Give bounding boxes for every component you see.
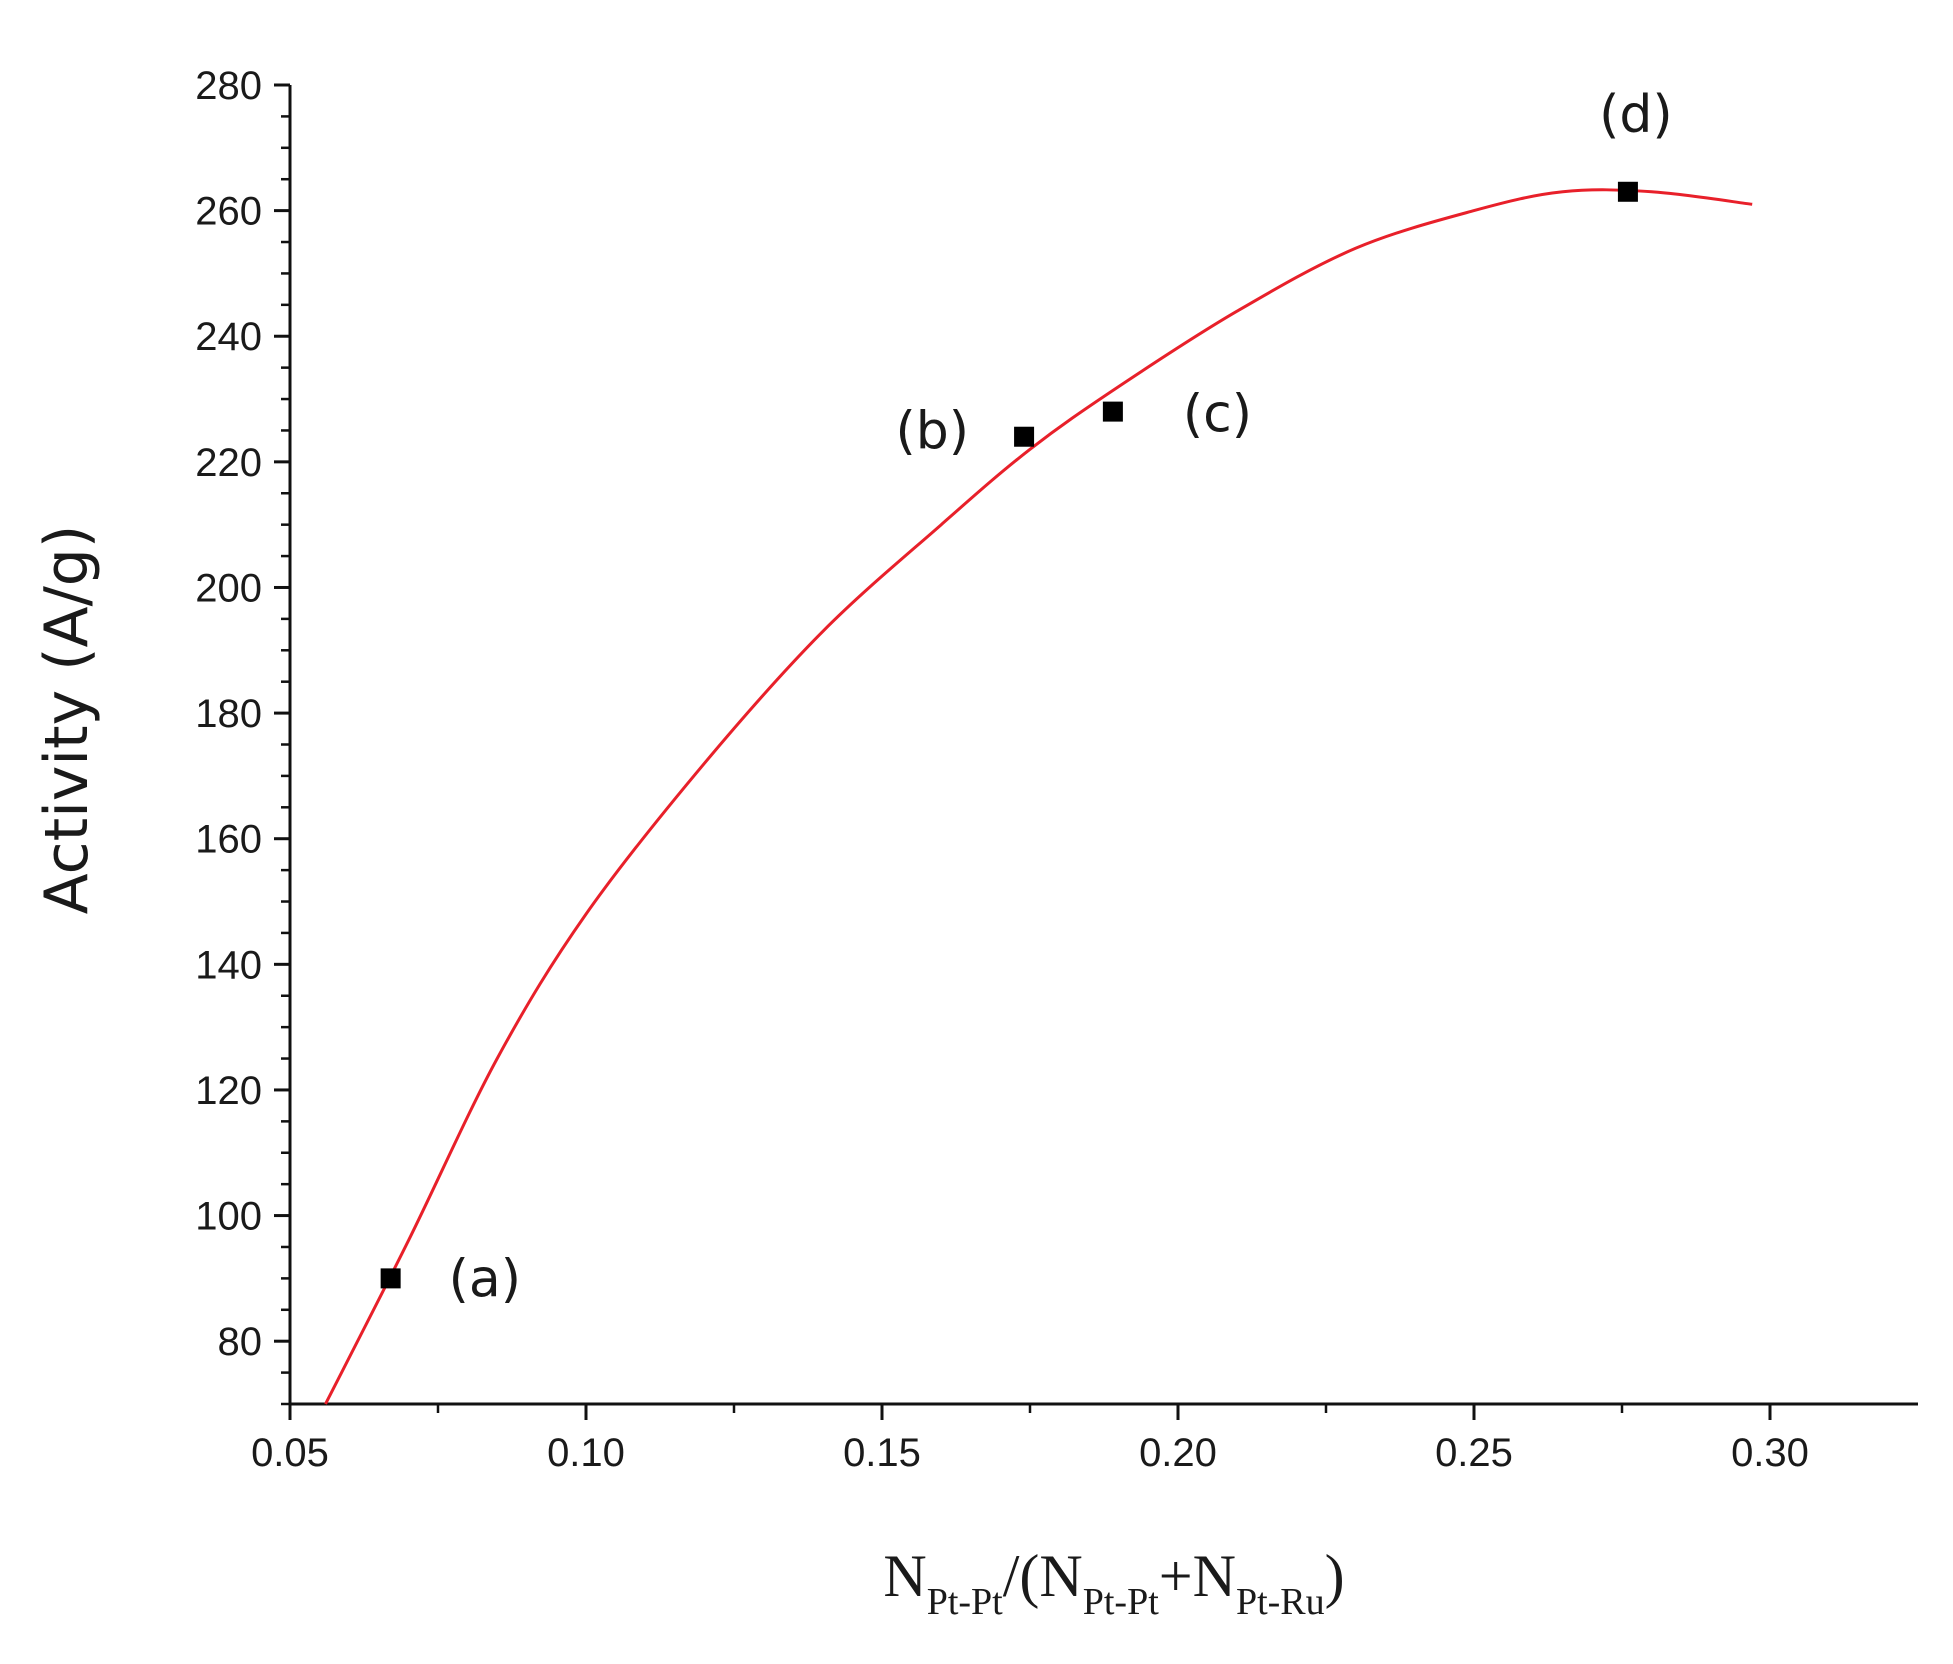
x-tick-label: 0.20 bbox=[1139, 1431, 1217, 1475]
y-tick-label: 260 bbox=[195, 190, 262, 234]
axes: 0.05 0.10 0.15 0.20 0.25 0.30 80 100 120 140 160 18… bbox=[195, 64, 1918, 1475]
x-axis-label-part: N bbox=[883, 1543, 926, 1609]
x-axis-label-subscript: Pt-Pt bbox=[927, 1581, 1003, 1623]
y-tick-label: 200 bbox=[195, 566, 262, 610]
x-tick-label: 0.05 bbox=[251, 1431, 329, 1475]
data-points-layer bbox=[380, 181, 1638, 1289]
x-tick-label: 0.25 bbox=[1435, 1431, 1513, 1475]
x-axis-label-part: ) bbox=[1325, 1543, 1345, 1609]
y-tick-label: 140 bbox=[195, 943, 262, 987]
x-axis-label-subscript: Pt-Pt bbox=[1083, 1581, 1159, 1623]
y-tick-label: 100 bbox=[195, 1195, 262, 1239]
data-point-label: (d) bbox=[1599, 85, 1673, 145]
data-point bbox=[380, 1268, 401, 1289]
data-point bbox=[1014, 426, 1035, 447]
x-tick-label: 0.30 bbox=[1731, 1431, 1809, 1475]
y-tick-label: 120 bbox=[195, 1069, 262, 1113]
y-tick-label: 280 bbox=[195, 64, 262, 108]
y-tick-label: 240 bbox=[195, 315, 262, 359]
y-tick-label: 180 bbox=[195, 692, 262, 736]
x-axis-label: NPt-Pt/(NPt-Pt+NPt-Ru) bbox=[883, 1543, 1344, 1623]
x-tick-label: 0.15 bbox=[843, 1431, 921, 1475]
x-tick-label: 0.10 bbox=[547, 1431, 625, 1475]
y-tick-label: 80 bbox=[218, 1320, 263, 1364]
data-point-label: (a) bbox=[449, 1249, 521, 1309]
data-point-label: (b) bbox=[895, 402, 969, 462]
data-point-label: (c) bbox=[1183, 385, 1252, 445]
x-axis-label-part: +N bbox=[1159, 1543, 1236, 1609]
y-axis-label: Activity (A/g) bbox=[32, 525, 102, 915]
x-axis-label-part: /(N bbox=[1003, 1543, 1083, 1609]
y-tick-label: 160 bbox=[195, 818, 262, 862]
data-point bbox=[1617, 181, 1638, 202]
fit-curve bbox=[324, 188, 1753, 1405]
y-tick-label: 220 bbox=[195, 441, 262, 485]
fit-curve-layer bbox=[324, 188, 1753, 1405]
x-axis-label-subscript: Pt-Ru bbox=[1236, 1581, 1325, 1623]
labels-layer: Activity (A/g)NPt-Pt/(NPt-Pt+NPt-Ru)(a)(… bbox=[32, 85, 1673, 1623]
data-point bbox=[1102, 401, 1123, 422]
